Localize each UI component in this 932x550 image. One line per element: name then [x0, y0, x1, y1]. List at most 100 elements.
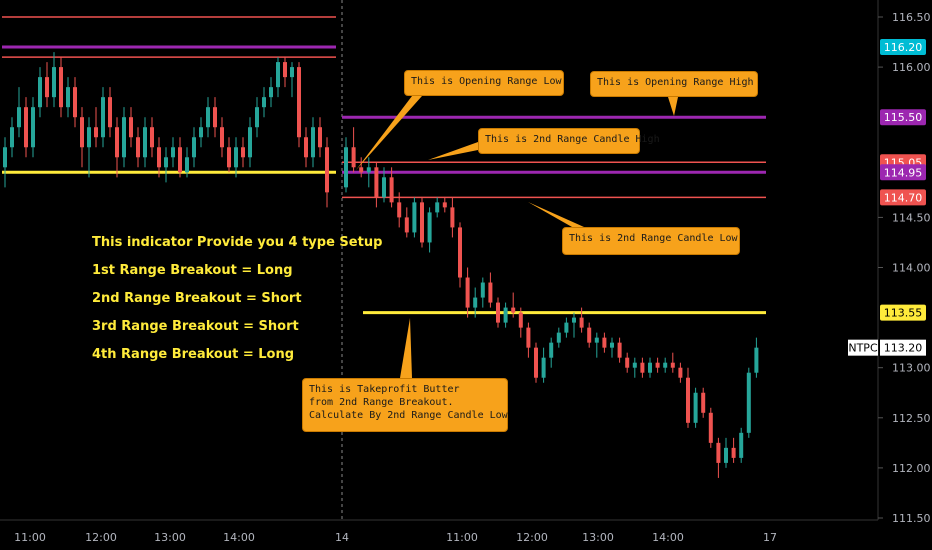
price-tag-bg-3	[880, 164, 926, 181]
candle-day1-body-2	[17, 107, 21, 128]
arrow-takeprofit	[400, 318, 412, 378]
candle-day2-body-2	[359, 167, 364, 173]
candle-day2-body-17	[473, 297, 478, 308]
candle-day1-body-31	[220, 127, 224, 148]
candle-day1-body-12	[87, 127, 91, 148]
candle-day2-body-11	[427, 212, 432, 243]
candle-day1-body-29	[206, 107, 210, 128]
candle-day1-body-16	[115, 127, 119, 158]
candle-day2-body-18	[480, 282, 485, 298]
candle-day2-body-19	[488, 282, 493, 303]
candles	[3, 52, 759, 478]
candle-day1-body-4	[31, 107, 35, 148]
candle-day1-body-34	[241, 147, 245, 158]
candle-day2-body-35	[610, 342, 614, 348]
callout-2nd-range-low: This is 2nd Range Candle Low	[562, 227, 740, 255]
current-symbol-label: NTPC	[848, 342, 878, 355]
candle-day2-body-22	[511, 307, 516, 313]
candle-day2-body-27	[549, 342, 554, 358]
arrow-opening-range-high	[668, 97, 678, 116]
candle-day2-body-42	[663, 362, 668, 368]
price-tag-label-5: 113.55	[884, 307, 923, 320]
x-tick-label-3: 14:00	[223, 531, 255, 544]
callout-takeprofit: This is Takeprofit Butter from 2nd Range…	[302, 378, 508, 432]
candle-day1-body-43	[304, 137, 308, 158]
range-levels	[2, 16, 766, 315]
candle-day2-body-10	[420, 202, 424, 243]
candle-day1-body-0	[3, 147, 7, 168]
candle-day1-body-8	[59, 67, 63, 108]
candle-day1-body-21	[150, 127, 154, 148]
x-tick-label-0: 11:00	[14, 531, 46, 544]
price-tags: 116.20115.50115.05114.95114.70113.55NTPC…	[848, 39, 926, 356]
candle-day2-body-12	[435, 202, 440, 213]
x-tick-label-5: 11:00	[446, 531, 478, 544]
candle-day1-body-19	[136, 137, 140, 158]
x-axis: 11:00 12:00 13:00 14:00 14 11:00 12:00 13:00 14:…	[14, 531, 777, 544]
candle-day2-body-32	[587, 327, 592, 343]
candle-day2-body-30	[572, 317, 576, 323]
candle-day1-body-33	[234, 147, 238, 168]
candle-day2-body-49	[716, 442, 721, 463]
candle-day1-body-46	[325, 147, 329, 193]
candle-day2-body-6	[389, 177, 394, 203]
price-tag-label-1: 115.50	[884, 111, 923, 124]
candle-day2-body-41	[655, 362, 660, 368]
candle-day2-body-9	[412, 202, 417, 233]
candle-day1-body-40	[283, 62, 287, 78]
x-tick-label-1: 12:00	[85, 531, 117, 544]
x-tick-label-6: 12:00	[516, 531, 548, 544]
candle-day2-body-54	[754, 347, 759, 373]
candle-day2-body-38	[632, 362, 637, 368]
setup-line-3: 3rd Range Breakout = Short	[92, 319, 299, 334]
candle-day1-body-14	[101, 97, 105, 138]
candle-day2-body-0	[344, 147, 348, 188]
candle-day1-body-1	[10, 127, 14, 148]
callout-opening-range-low: This is Opening Range Low	[404, 70, 564, 96]
candle-day2-body-4	[374, 167, 379, 198]
candle-day2-body-36	[617, 342, 622, 358]
candle-day1-body-45	[318, 127, 322, 148]
candle-day2-body-16	[465, 277, 470, 308]
x-tick-label-8: 14:00	[652, 531, 684, 544]
candle-day1-body-20	[143, 127, 147, 158]
candle-day1-body-10	[73, 87, 77, 118]
y-tick-label-6: 112.00	[892, 462, 931, 475]
price-tag-bg-0	[880, 39, 926, 56]
candle-day2-body-51	[731, 447, 736, 458]
candle-day2-body-33	[594, 337, 599, 343]
candle-day1-body-9	[66, 87, 70, 108]
candle-day2-body-23	[518, 312, 523, 328]
candle-day2-body-44	[678, 367, 683, 378]
price-tag-label-0: 116.20	[884, 41, 923, 54]
y-tick-label-5: 112.50	[892, 412, 931, 425]
candle-day1-body-35	[248, 127, 252, 158]
candle-day1-body-24	[171, 147, 175, 158]
candle-day1-body-41	[290, 67, 294, 78]
callout-arrows	[356, 96, 678, 378]
candle-day1-body-25	[178, 147, 182, 173]
y-tick-label-3: 114.00	[892, 262, 931, 275]
price-tag-bg-1	[880, 109, 926, 126]
callout-2nd-range-high: This is 2nd Range Candle High	[478, 128, 660, 154]
candle-day1-body-30	[213, 107, 217, 128]
candle-day2-body-25	[534, 347, 538, 378]
x-tick-label-2: 13:00	[154, 531, 186, 544]
candle-day2-body-52	[739, 432, 744, 458]
price-tag-label-4: 114.70	[884, 191, 923, 204]
candle-day1-body-15	[108, 97, 112, 128]
candle-day1-body-23	[164, 157, 168, 168]
candle-day2-body-14	[450, 207, 455, 228]
y-axis: 116.50 116.00 114.50 114.00 113.00 112.50 112.…	[878, 11, 931, 525]
candle-day2-body-7	[397, 202, 402, 218]
candle-day2-body-39	[640, 362, 645, 373]
candle-day2-body-5	[382, 177, 386, 198]
candle-day1-body-38	[269, 87, 273, 98]
price-tag-bg-4	[880, 189, 926, 206]
candle-day1-body-26	[185, 157, 189, 173]
candle-day2-body-15	[458, 227, 462, 278]
arrow-2nd-range-high	[428, 142, 478, 160]
current-price-label: 113.20	[884, 342, 923, 355]
y-tick-label-4: 113.00	[892, 362, 931, 375]
candle-day2-body-46	[693, 392, 698, 423]
